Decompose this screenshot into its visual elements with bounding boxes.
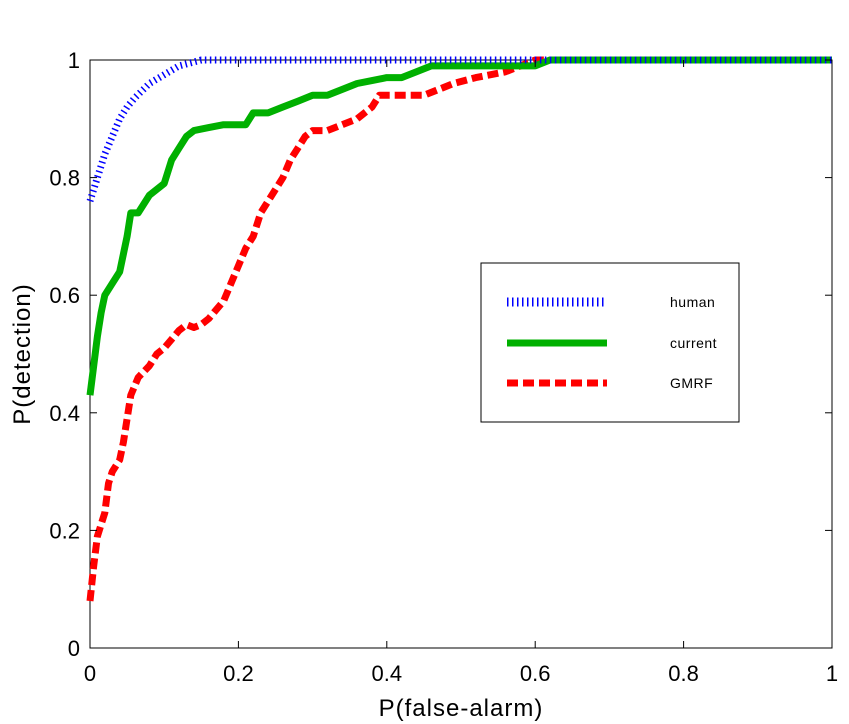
series-line-gmrf [86,56,832,602]
y-tick-label: 0.2 [49,518,80,543]
y-axis-label: P(detection) [9,283,36,424]
y-axis-ticks: 0 0.2 0.4 0.6 0.8 1 [49,48,832,661]
x-tick-label: 0 [84,661,96,686]
x-tick-label: 1 [826,661,838,686]
x-tick-label: 0.2 [223,661,254,686]
legend-entries: human current GMRF [507,294,717,391]
x-axis-ticks: 0 0.2 0.4 0.6 0.8 1 [84,60,838,686]
y-tick-label: 0.8 [49,166,80,191]
series-layer [86,56,832,602]
x-axis-label: P(false-alarm) [379,695,544,722]
y-tick-label: 0 [68,636,80,661]
y-tick-label: 1 [68,48,80,73]
x-tick-label: 0.8 [668,661,699,686]
x-tick-label: 0.6 [520,661,551,686]
legend-label-gmrf: GMRF [670,375,713,391]
legend-label-human: human [670,294,715,310]
legend: human current GMRF [480,262,740,423]
legend-label-current: current [670,335,717,351]
series-line-current [86,56,832,396]
y-tick-label: 0.6 [49,283,80,308]
x-tick-label: 0.4 [372,661,403,686]
y-tick-label: 0.4 [49,401,80,426]
